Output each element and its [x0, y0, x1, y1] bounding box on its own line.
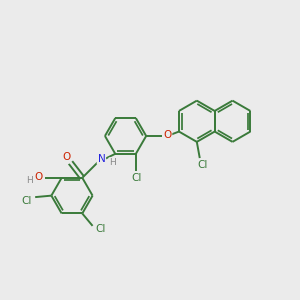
Text: O: O	[62, 152, 70, 163]
Text: O: O	[163, 130, 172, 140]
Text: H: H	[109, 158, 116, 167]
Text: Cl: Cl	[96, 224, 106, 234]
Text: Cl: Cl	[197, 160, 207, 170]
Text: Cl: Cl	[22, 196, 32, 206]
Text: O: O	[35, 172, 43, 182]
Text: H: H	[26, 176, 33, 185]
Text: Cl: Cl	[131, 173, 142, 183]
Text: N: N	[98, 154, 105, 164]
